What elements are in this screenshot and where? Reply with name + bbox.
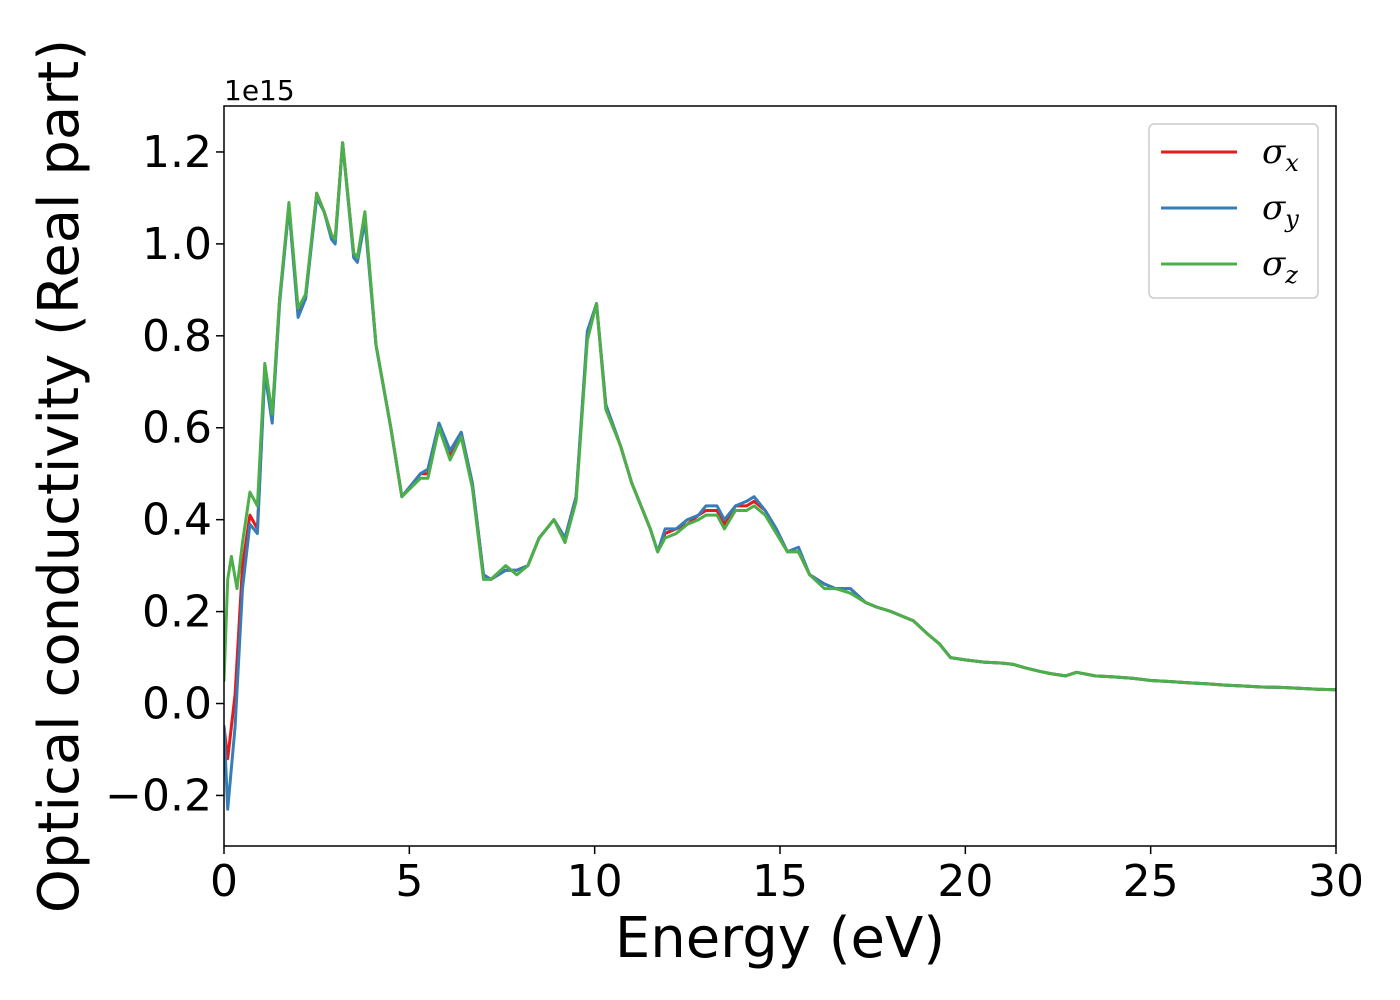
x-axis-title: Energy (eV) xyxy=(615,906,945,971)
x-tick-label: 5 xyxy=(395,856,423,907)
y-tick-label: 0.8 xyxy=(142,311,212,362)
legend-label-z: σz xyxy=(1262,244,1298,289)
y-tick-label: 0.4 xyxy=(142,495,212,546)
y-tick-label: 0.6 xyxy=(142,403,212,454)
series-layer xyxy=(224,141,1336,811)
y-offset-label: 1e15 xyxy=(224,74,295,107)
y-tick-label: 1.2 xyxy=(142,127,212,178)
y-tick-label: −0.2 xyxy=(105,770,212,821)
y-tick-label: 0.2 xyxy=(142,587,212,638)
y-tick-label: 0.0 xyxy=(142,679,212,730)
y-tick-label: 1.0 xyxy=(142,219,212,270)
legend-frame xyxy=(1148,123,1319,299)
series-line-z xyxy=(224,141,1336,692)
legend: σx σy σz xyxy=(1148,123,1319,299)
y-axis-title: Optical conductivity (Real part) xyxy=(27,39,92,913)
x-tick-label: 30 xyxy=(1308,856,1364,907)
x-tick-label: 20 xyxy=(937,856,993,907)
x-axis-ticks: 0 5 10 15 20 25 30 xyxy=(210,846,1364,907)
legend-label-x: σx xyxy=(1262,132,1299,177)
x-tick-label: 15 xyxy=(752,856,808,907)
x-tick-label: 0 xyxy=(210,856,238,907)
y-axis-ticks: −0.2 0.0 0.2 0.4 0.6 0.8 1.0 1.2 xyxy=(105,127,224,821)
x-tick-label: 10 xyxy=(567,856,623,907)
legend-entries: σx σy σz xyxy=(1161,132,1299,289)
x-tick-label: 25 xyxy=(1123,856,1179,907)
legend-label-y: σy xyxy=(1262,188,1299,233)
